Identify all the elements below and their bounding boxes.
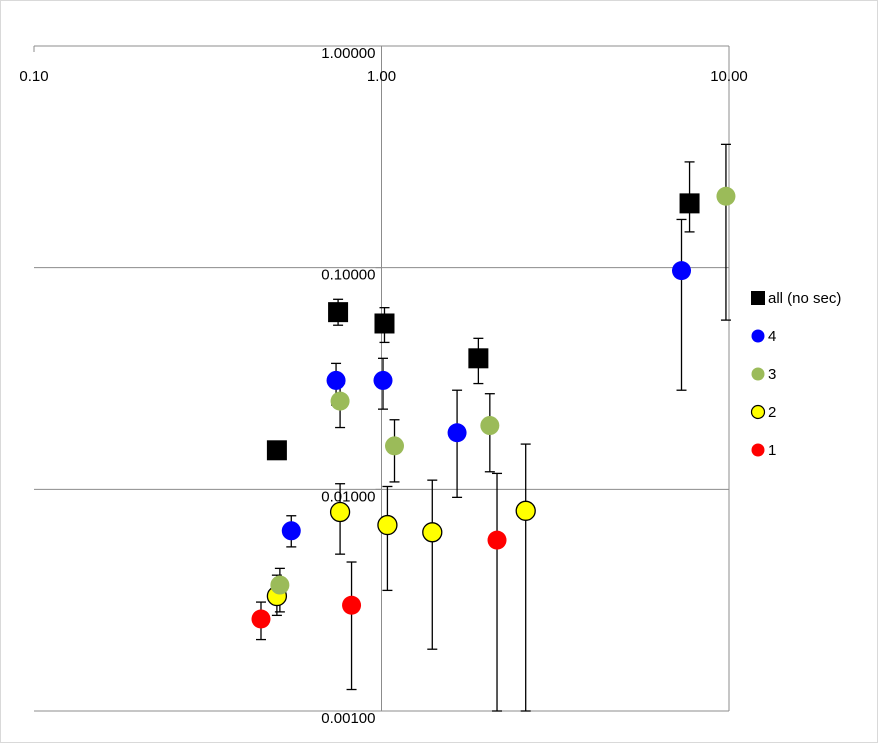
circle-point	[342, 595, 362, 615]
circle-point	[270, 575, 290, 595]
x-tick-label: 10.00	[710, 68, 748, 85]
circle-point	[377, 514, 398, 536]
legend-marker	[751, 367, 765, 381]
x-tick-label: 0.10	[19, 68, 48, 85]
legend-marker	[751, 329, 765, 343]
legend-label: 1	[768, 442, 776, 459]
legend-label: 4	[768, 328, 776, 345]
legend-label: all (no sec)	[768, 290, 841, 307]
legend: all (no sec) 4 3 2 1	[750, 290, 841, 459]
circle-point	[281, 521, 301, 541]
error-bar	[346, 561, 357, 691]
error-bar	[520, 443, 531, 712]
x-tick-label: 1.00	[367, 68, 396, 85]
circle-point	[326, 370, 346, 390]
circle-point	[422, 522, 443, 543]
error-bar	[382, 485, 393, 592]
circle-point	[447, 423, 467, 443]
legend-entry: 4	[751, 328, 776, 345]
y-tick-label: 1.00000	[321, 45, 375, 62]
square-point	[266, 440, 287, 461]
circle-point	[487, 530, 507, 550]
error-bar	[492, 472, 503, 712]
circle-point	[480, 416, 500, 436]
y-tick-label: 0.00100	[321, 710, 375, 727]
circle-point	[385, 436, 405, 456]
tick-labels: 0.10 1.00 10.00 0.00100 0.01000 0.10000 1.0000…	[19, 45, 747, 727]
y-tick-label: 0.10000	[321, 267, 375, 284]
circle-point	[330, 391, 350, 411]
square-point	[374, 313, 395, 334]
legend-entry: 2	[750, 404, 776, 421]
legend-entry: 3	[751, 366, 776, 383]
circle-point	[251, 609, 271, 629]
error-bar	[427, 479, 438, 650]
circle-point	[672, 261, 692, 281]
error-bar	[720, 143, 731, 321]
error-bar	[676, 218, 687, 391]
error-bar	[452, 389, 463, 499]
y-tick-label: 0.01000	[321, 488, 375, 505]
circle-point	[373, 370, 393, 390]
square-point	[328, 302, 349, 323]
legend-marker	[751, 443, 765, 457]
circle-point	[515, 500, 536, 521]
legend-marker	[750, 404, 766, 420]
legend-label: 3	[768, 366, 776, 383]
data-markers	[251, 186, 736, 629]
legend-label: 2	[768, 404, 776, 421]
legend-marker	[751, 291, 765, 305]
square-point	[468, 348, 489, 369]
legend-entry: 1	[751, 442, 776, 459]
legend-entry: all (no sec)	[751, 290, 841, 307]
circle-point	[329, 501, 351, 523]
square-point	[679, 193, 700, 214]
circle-point	[716, 186, 736, 206]
